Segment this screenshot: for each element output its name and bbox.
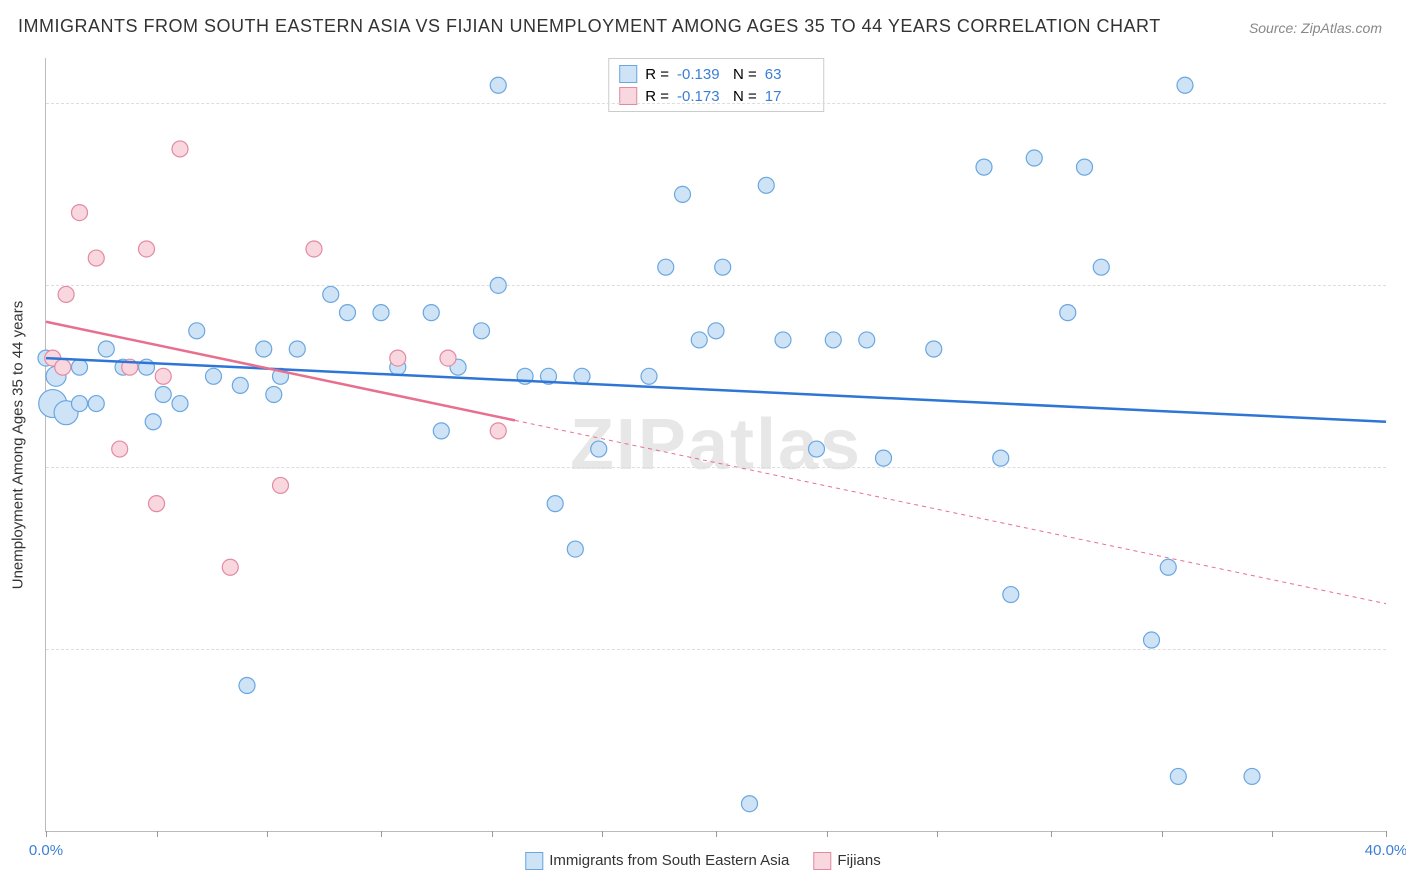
data-point (993, 450, 1009, 466)
data-point (1003, 587, 1019, 603)
data-point (155, 368, 171, 384)
y-axis-label: Unemployment Among Ages 35 to 44 years (10, 300, 27, 589)
data-point (1144, 632, 1160, 648)
data-point (72, 359, 88, 375)
data-point (976, 159, 992, 175)
gridline (46, 103, 1386, 104)
data-point (256, 341, 272, 357)
data-point (691, 332, 707, 348)
data-point (658, 259, 674, 275)
data-point (825, 332, 841, 348)
x-minor-tick (1162, 831, 1163, 837)
data-point (232, 377, 248, 393)
legend-swatch (525, 852, 543, 870)
data-point (206, 368, 222, 384)
chart-svg (46, 58, 1386, 831)
legend-label: Immigrants from South Eastern Asia (549, 852, 789, 869)
legend-label: Fijians (837, 852, 880, 869)
x-minor-tick (827, 831, 828, 837)
data-point (490, 423, 506, 439)
data-point (88, 396, 104, 412)
data-point (1077, 159, 1093, 175)
gridline (46, 467, 1386, 468)
data-point (926, 341, 942, 357)
x-minor-tick (157, 831, 158, 837)
legend-item: Fijians (813, 852, 880, 870)
data-point (567, 541, 583, 557)
data-point (98, 341, 114, 357)
data-point (708, 323, 724, 339)
x-minor-tick (602, 831, 603, 837)
data-point (340, 305, 356, 321)
legend-item: Immigrants from South Eastern Asia (525, 852, 789, 870)
data-point (1060, 305, 1076, 321)
data-point (390, 350, 406, 366)
data-point (273, 477, 289, 493)
data-point (72, 396, 88, 412)
x-tick-label: 40.0% (1365, 842, 1406, 859)
data-point (591, 441, 607, 457)
data-point (266, 386, 282, 402)
data-point (1026, 150, 1042, 166)
data-point (1244, 768, 1260, 784)
data-point (222, 559, 238, 575)
data-point (189, 323, 205, 339)
data-point (172, 396, 188, 412)
data-point (876, 450, 892, 466)
data-point (775, 332, 791, 348)
x-tick (1051, 831, 1052, 837)
data-point (289, 341, 305, 357)
data-point (88, 250, 104, 266)
x-minor-tick (267, 831, 268, 837)
data-point (58, 286, 74, 302)
x-tick (716, 831, 717, 837)
x-tick (381, 831, 382, 837)
data-point (55, 359, 71, 375)
data-point (112, 441, 128, 457)
gridline (46, 649, 1386, 650)
data-point (1177, 77, 1193, 93)
data-point (172, 141, 188, 157)
chart-title: IMMIGRANTS FROM SOUTH EASTERN ASIA VS FI… (18, 16, 1161, 37)
gridline (46, 285, 1386, 286)
data-point (145, 414, 161, 430)
data-point (809, 441, 825, 457)
x-tick (1386, 831, 1387, 837)
data-point (859, 332, 875, 348)
data-point (373, 305, 389, 321)
data-point (574, 368, 590, 384)
data-point (1093, 259, 1109, 275)
plot-area: ZIPatlas Unemployment Among Ages 35 to 4… (45, 58, 1386, 832)
x-minor-tick (937, 831, 938, 837)
x-tick-label: 0.0% (29, 842, 63, 859)
data-point (490, 77, 506, 93)
data-point (742, 796, 758, 812)
data-point (149, 496, 165, 512)
data-point (715, 259, 731, 275)
legend-swatch (813, 852, 831, 870)
regression-line-extrapolated (515, 420, 1386, 603)
data-point (72, 205, 88, 221)
data-point (239, 677, 255, 693)
data-point (641, 368, 657, 384)
data-point (1160, 559, 1176, 575)
data-point (547, 496, 563, 512)
data-point (139, 241, 155, 257)
x-tick (46, 831, 47, 837)
data-point (675, 186, 691, 202)
x-minor-tick (1272, 831, 1273, 837)
data-point (423, 305, 439, 321)
data-point (474, 323, 490, 339)
data-point (433, 423, 449, 439)
data-point (155, 386, 171, 402)
data-point (306, 241, 322, 257)
data-point (323, 286, 339, 302)
source-label: Source: ZipAtlas.com (1249, 20, 1382, 36)
data-point (1170, 768, 1186, 784)
x-minor-tick (492, 831, 493, 837)
data-point (440, 350, 456, 366)
series-legend: Immigrants from South Eastern Asia Fijian… (525, 852, 880, 870)
data-point (758, 177, 774, 193)
